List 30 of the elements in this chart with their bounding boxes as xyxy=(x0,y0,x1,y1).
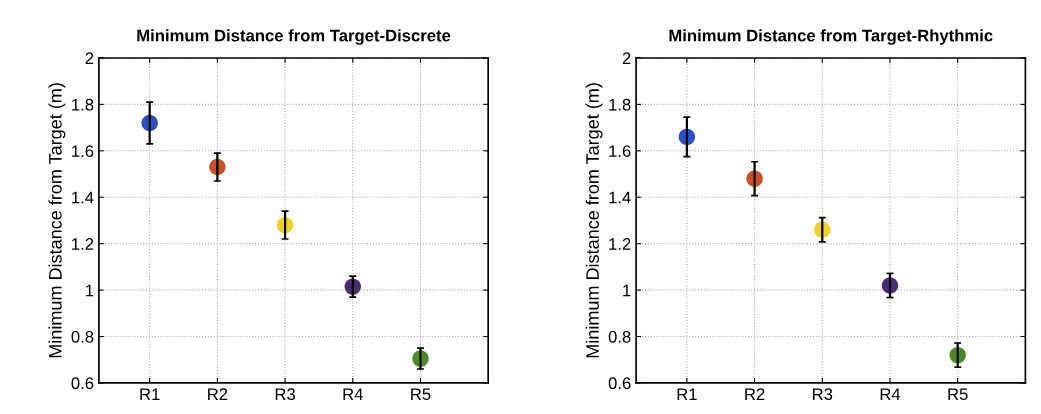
y-tick-label: 1.2 xyxy=(72,238,94,250)
y-tick-label: 1 xyxy=(86,284,94,297)
y-tick-label: 0.6 xyxy=(608,377,631,390)
y-tick-label: 0.6 xyxy=(71,377,94,390)
x-tick-label: R5 xyxy=(948,388,968,401)
y-tick-label: 1.4 xyxy=(609,191,631,204)
x-tick-label: R3 xyxy=(813,388,833,401)
y-axis-title: Minimum Distance from Target (m) xyxy=(585,83,603,358)
x-tick-label: R1 xyxy=(140,388,160,400)
x-tick-label: R4 xyxy=(880,388,901,400)
y-tick-label: 1.2 xyxy=(609,238,631,250)
y-tick-label: 1.4 xyxy=(72,191,94,204)
x-tick-label: R2 xyxy=(208,388,228,400)
chart-title: Minimum Distance from Target-Rhythmic xyxy=(669,29,993,45)
y-tick-label: 1.6 xyxy=(72,145,94,158)
y-tick-label: 1.8 xyxy=(72,98,94,111)
x-tick-label: R2 xyxy=(745,388,765,400)
chart-title: Minimum Distance from Target-Discrete xyxy=(137,29,451,45)
x-tick-label: R5 xyxy=(411,388,431,401)
x-tick-label: R4 xyxy=(343,388,363,400)
y-tick-label: 0.8 xyxy=(71,330,94,343)
y-tick-label: 1.8 xyxy=(609,98,631,111)
x-tick-label: R3 xyxy=(275,388,295,401)
y-tick-label: 2 xyxy=(622,52,631,64)
y-tick-label: 2 xyxy=(85,52,94,64)
y-tick-label: 0.8 xyxy=(608,330,631,343)
y-tick-label: 1 xyxy=(623,284,631,297)
y-tick-label: 1.6 xyxy=(609,145,631,158)
y-axis-title: Minimum Distance from Target (m) xyxy=(48,83,66,358)
x-tick-label: R1 xyxy=(677,388,697,400)
